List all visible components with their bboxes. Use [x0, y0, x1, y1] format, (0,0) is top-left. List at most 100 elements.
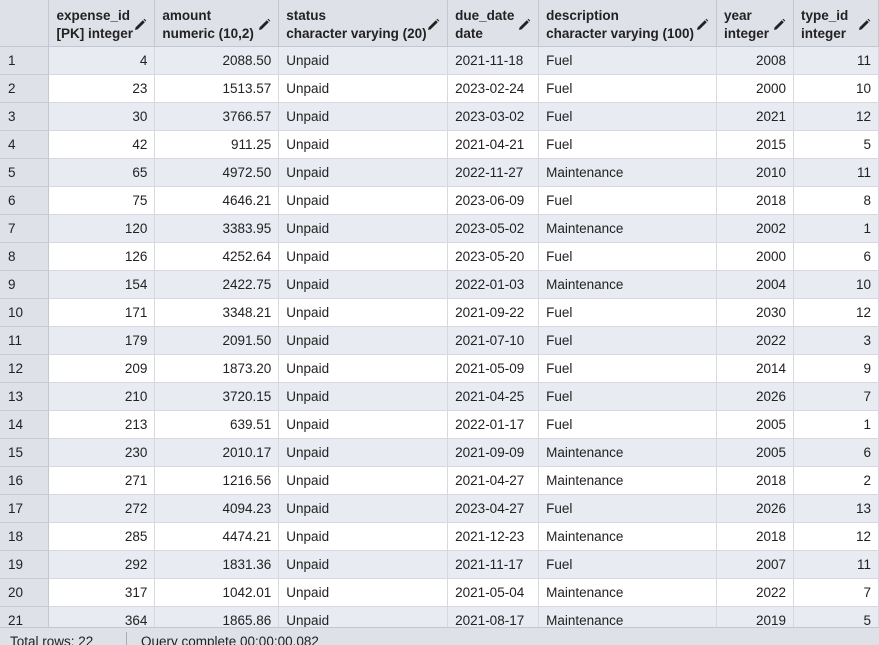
cell-status[interactable]: Unpaid: [278, 298, 449, 327]
table-row[interactable]: 13 210 3720.15 Unpaid 2021-04-25 Fuel 2026 7: [0, 382, 879, 411]
cell-status[interactable]: Unpaid: [278, 606, 449, 627]
cell-due_date[interactable]: 2021-08-17: [447, 606, 540, 627]
cell-year[interactable]: 2015: [716, 130, 794, 159]
cell-due_date[interactable]: 2023-02-24: [447, 74, 540, 103]
cell-due_date[interactable]: 2021-05-09: [447, 354, 540, 383]
cell-expense_id[interactable]: 271: [48, 466, 156, 495]
cell-amount[interactable]: 1831.36: [154, 550, 280, 579]
cell-year[interactable]: 2022: [716, 578, 794, 607]
cell-due_date[interactable]: 2021-11-17: [447, 550, 540, 579]
pencil-icon[interactable]: [772, 18, 786, 32]
table-row[interactable]: 21 364 1865.86 Unpaid 2021-08-17 Maintenance 2…: [0, 606, 879, 627]
cell-type_id[interactable]: 10: [793, 270, 879, 299]
cell-amount[interactable]: 1042.01: [154, 578, 280, 607]
cell-amount[interactable]: 3720.15: [154, 382, 280, 411]
cell-type_id[interactable]: 12: [793, 102, 879, 131]
cell-amount[interactable]: 911.25: [154, 130, 280, 159]
cell-year[interactable]: 2019: [716, 606, 794, 627]
row-number[interactable]: 8: [0, 242, 50, 271]
cell-amount[interactable]: 639.51: [154, 410, 280, 439]
cell-type_id[interactable]: 12: [793, 522, 879, 551]
table-row[interactable]: 14 213 639.51 Unpaid 2022-01-17 Fuel 2005 1: [0, 410, 879, 439]
cell-type_id[interactable]: 9: [793, 354, 879, 383]
cell-status[interactable]: Unpaid: [278, 410, 449, 439]
cell-status[interactable]: Unpaid: [278, 186, 449, 215]
cell-amount[interactable]: 1513.57: [154, 74, 280, 103]
column-header-type_id[interactable]: type_id integer: [793, 0, 879, 47]
cell-expense_id[interactable]: 75: [48, 186, 156, 215]
cell-due_date[interactable]: 2023-05-20: [447, 242, 540, 271]
cell-description[interactable]: Fuel: [538, 494, 718, 523]
row-number[interactable]: 2: [0, 74, 50, 103]
cell-expense_id[interactable]: 317: [48, 578, 156, 607]
cell-amount[interactable]: 1865.86: [154, 606, 280, 627]
cell-status[interactable]: Unpaid: [278, 242, 449, 271]
cell-due_date[interactable]: 2021-12-23: [447, 522, 540, 551]
cell-year[interactable]: 2026: [716, 382, 794, 411]
pencil-icon[interactable]: [133, 18, 147, 32]
cell-description[interactable]: Fuel: [538, 102, 718, 131]
cell-expense_id[interactable]: 4: [48, 46, 156, 75]
column-header-description[interactable]: description character varying (100): [538, 0, 718, 47]
pencil-icon[interactable]: [257, 18, 271, 32]
table-row[interactable]: 9 154 2422.75 Unpaid 2022-01-03 Maintenance 20…: [0, 270, 879, 299]
cell-year[interactable]: 2000: [716, 74, 794, 103]
cell-year[interactable]: 2026: [716, 494, 794, 523]
cell-due_date[interactable]: 2021-05-04: [447, 578, 540, 607]
table-row[interactable]: 3 30 3766.57 Unpaid 2023-03-02 Fuel 2021 12: [0, 102, 879, 131]
row-number[interactable]: 10: [0, 298, 50, 327]
cell-description[interactable]: Maintenance: [538, 438, 718, 467]
table-row[interactable]: 15 230 2010.17 Unpaid 2021-09-09 Maintenance 2…: [0, 438, 879, 467]
cell-due_date[interactable]: 2023-03-02: [447, 102, 540, 131]
cell-description[interactable]: Fuel: [538, 130, 718, 159]
cell-amount[interactable]: 3383.95: [154, 214, 280, 243]
cell-expense_id[interactable]: 210: [48, 382, 156, 411]
cell-description[interactable]: Maintenance: [538, 466, 718, 495]
cell-type_id[interactable]: 10: [793, 74, 879, 103]
cell-due_date[interactable]: 2021-04-27: [447, 466, 540, 495]
cell-type_id[interactable]: 11: [793, 550, 879, 579]
cell-description[interactable]: Maintenance: [538, 522, 718, 551]
cell-amount[interactable]: 1873.20: [154, 354, 280, 383]
cell-description[interactable]: Fuel: [538, 326, 718, 355]
row-number[interactable]: 14: [0, 410, 50, 439]
row-number[interactable]: 6: [0, 186, 50, 215]
table-row[interactable]: 18 285 4474.21 Unpaid 2021-12-23 Maintenance 2…: [0, 522, 879, 551]
cell-due_date[interactable]: 2023-04-27: [447, 494, 540, 523]
cell-description[interactable]: Fuel: [538, 382, 718, 411]
cell-due_date[interactable]: 2022-11-27: [447, 158, 540, 187]
row-number[interactable]: 12: [0, 354, 50, 383]
cell-amount[interactable]: 4252.64: [154, 242, 280, 271]
row-number[interactable]: 17: [0, 494, 50, 523]
cell-year[interactable]: 2008: [716, 46, 794, 75]
cell-year[interactable]: 2005: [716, 438, 794, 467]
cell-description[interactable]: Maintenance: [538, 270, 718, 299]
pencil-icon[interactable]: [695, 18, 709, 32]
table-row[interactable]: 4 42 911.25 Unpaid 2021-04-21 Fuel 2015 5: [0, 130, 879, 159]
cell-amount[interactable]: 2422.75: [154, 270, 280, 299]
cell-type_id[interactable]: 13: [793, 494, 879, 523]
cell-expense_id[interactable]: 30: [48, 102, 156, 131]
cell-amount[interactable]: 4094.23: [154, 494, 280, 523]
table-row[interactable]: 2 23 1513.57 Unpaid 2023-02-24 Fuel 2000 10: [0, 74, 879, 103]
row-number[interactable]: 4: [0, 130, 50, 159]
cell-description[interactable]: Fuel: [538, 242, 718, 271]
column-header-status[interactable]: status character varying (20): [278, 0, 449, 47]
row-number[interactable]: 7: [0, 214, 50, 243]
cell-due_date[interactable]: 2021-09-22: [447, 298, 540, 327]
cell-status[interactable]: Unpaid: [278, 522, 449, 551]
cell-status[interactable]: Unpaid: [278, 466, 449, 495]
pencil-icon[interactable]: [517, 18, 531, 32]
cell-due_date[interactable]: 2021-04-25: [447, 382, 540, 411]
cell-due_date[interactable]: 2022-01-17: [447, 410, 540, 439]
row-number[interactable]: 20: [0, 578, 50, 607]
table-row[interactable]: 1 4 2088.50 Unpaid 2021-11-18 Fuel 2008 11: [0, 46, 879, 75]
cell-expense_id[interactable]: 42: [48, 130, 156, 159]
cell-description[interactable]: Maintenance: [538, 158, 718, 187]
cell-due_date[interactable]: 2021-04-21: [447, 130, 540, 159]
cell-expense_id[interactable]: 364: [48, 606, 156, 627]
table-row[interactable]: 12 209 1873.20 Unpaid 2021-05-09 Fuel 2014 9: [0, 354, 879, 383]
row-number[interactable]: 19: [0, 550, 50, 579]
cell-type_id[interactable]: 1: [793, 214, 879, 243]
cell-year[interactable]: 2022: [716, 326, 794, 355]
